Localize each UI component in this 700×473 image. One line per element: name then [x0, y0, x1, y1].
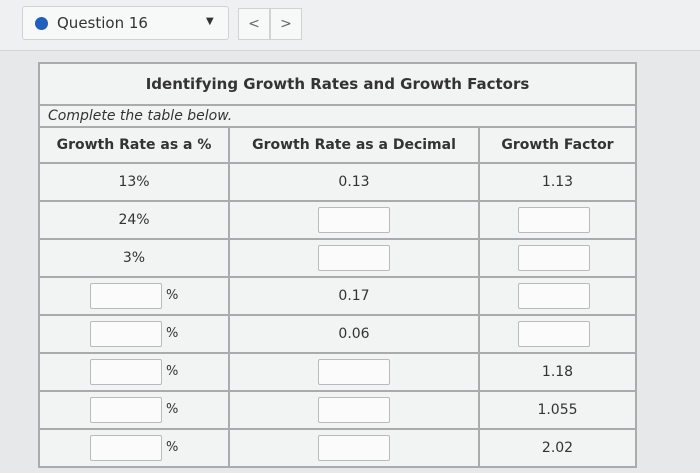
- data-row: 3%: [38, 238, 638, 278]
- table-title: Identifying Growth Rates and Growth Fact…: [37, 62, 638, 106]
- table-cell: [228, 238, 480, 278]
- cell-value: 24%: [118, 212, 150, 228]
- answer-input[interactable]: [90, 283, 162, 309]
- table-cell: 24%: [38, 200, 230, 240]
- data-row: % 0.06: [38, 314, 638, 354]
- table-cell: [477, 314, 638, 354]
- table-cell: %: [38, 428, 230, 468]
- cell-value: 0.06: [338, 326, 370, 342]
- answer-input[interactable]: [90, 397, 162, 423]
- table-cell: 3%: [38, 238, 230, 278]
- question-selector[interactable]: Question 16 ▼: [22, 6, 229, 40]
- data-row: % 2.02: [38, 428, 638, 468]
- answer-input[interactable]: [90, 435, 162, 461]
- table-cell: [228, 428, 480, 468]
- table-cell: %: [38, 314, 230, 354]
- dropdown-caret: ▼: [206, 16, 214, 27]
- cell-value: 0.13: [338, 174, 370, 190]
- percent-suffix: %: [166, 402, 179, 417]
- cell-value: 0.17: [338, 288, 370, 304]
- column-header: Growth Factor: [477, 126, 638, 164]
- cell-value: 3%: [122, 250, 146, 266]
- header-row: Growth Rate as a % Growth Rate as a Decim…: [38, 126, 638, 164]
- column-header: Growth Rate as a Decimal: [228, 126, 480, 164]
- data-row: 13% 0.13 1.13: [38, 162, 638, 202]
- table-cell: [228, 352, 480, 392]
- answer-input[interactable]: [90, 359, 162, 385]
- data-row: % 1.18: [38, 352, 638, 392]
- percent-suffix: %: [166, 440, 179, 455]
- answer-input[interactable]: [318, 245, 390, 271]
- answer-input[interactable]: [318, 359, 390, 385]
- percent-suffix: %: [166, 364, 179, 379]
- table-cell: 0.17: [228, 276, 480, 316]
- answer-input[interactable]: [518, 245, 590, 271]
- answer-input[interactable]: [518, 207, 590, 233]
- column-header: Growth Rate as a %: [38, 126, 230, 164]
- table-cell: %: [38, 390, 230, 430]
- answer-input[interactable]: [318, 207, 390, 233]
- table-cell: [477, 238, 638, 278]
- table-cell: 13%: [38, 162, 230, 202]
- table-cell: 0.06: [228, 314, 480, 354]
- top-bar: Question 16 ▼ < >: [0, 0, 700, 51]
- answer-input[interactable]: [90, 321, 162, 347]
- data-row: 24%: [38, 200, 638, 240]
- growth-table: Identifying Growth Rates and Growth Fact…: [37, 62, 638, 468]
- percent-suffix: %: [166, 326, 179, 341]
- table-cell: [228, 200, 480, 240]
- question-label: Question 16: [57, 14, 148, 32]
- table-cell: 1.18: [477, 352, 638, 392]
- percent-suffix: %: [166, 288, 179, 303]
- table-cell: [477, 276, 638, 316]
- instruction: Complete the table below.: [37, 104, 638, 128]
- table-cell: 1.13: [477, 162, 638, 202]
- cell-value: 1.055: [537, 402, 578, 418]
- cell-value: 2.02: [541, 440, 574, 456]
- cell-value: 1.18: [541, 364, 574, 380]
- table-cell: 1.055: [477, 390, 638, 430]
- data-row: % 1.055: [38, 390, 638, 430]
- cell-value: 1.13: [541, 174, 574, 190]
- answer-input[interactable]: [318, 397, 390, 423]
- status-dot: [35, 17, 48, 30]
- table-cell: [228, 390, 480, 430]
- prev-button[interactable]: <: [238, 8, 270, 40]
- data-row: % 0.17: [38, 276, 638, 316]
- table-cell: %: [38, 352, 230, 392]
- table-cell: 0.13: [228, 162, 480, 202]
- answer-input[interactable]: [518, 283, 590, 309]
- table-cell: %: [38, 276, 230, 316]
- answer-input[interactable]: [318, 435, 390, 461]
- answer-input[interactable]: [518, 321, 590, 347]
- next-button[interactable]: >: [270, 8, 302, 40]
- cell-value: 13%: [118, 174, 150, 190]
- table-cell: 2.02: [477, 428, 638, 468]
- table-cell: [477, 200, 638, 240]
